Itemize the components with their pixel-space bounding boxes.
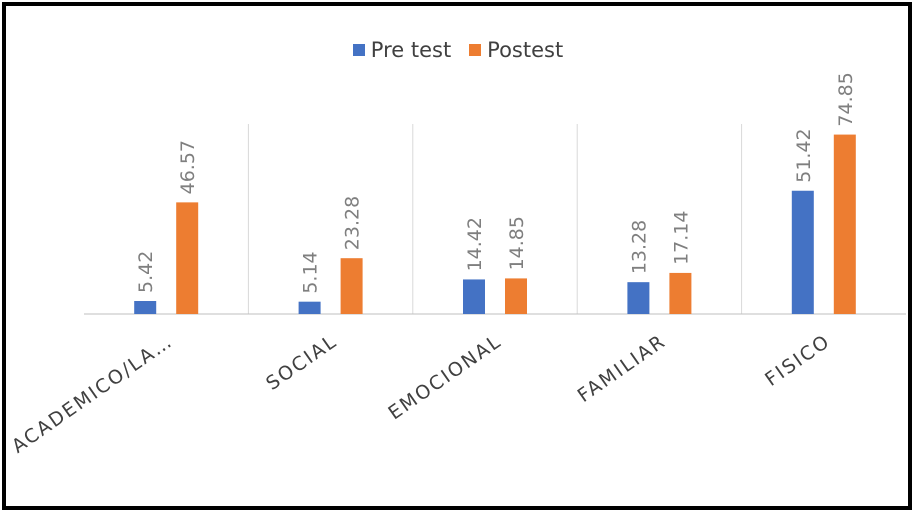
data-label: 13.28 <box>628 220 650 274</box>
category-label: EMOCIONAL <box>384 330 506 424</box>
category-label: FAMILIAR <box>574 330 671 407</box>
bar-postest <box>669 272 692 314</box>
bar-pre-test <box>627 282 650 314</box>
bar-pre-test <box>134 301 157 314</box>
legend-item-pre-test: Pre test <box>352 38 452 62</box>
bar-pre-test <box>298 301 321 314</box>
data-label: 46.57 <box>177 140 199 194</box>
data-label: 74.85 <box>835 72 857 126</box>
legend-label-pre-test: Pre test <box>370 38 452 62</box>
legend-item-postest: Postest <box>469 38 563 62</box>
legend-swatch-pre-test <box>352 44 365 56</box>
bar-pre-test <box>463 279 485 314</box>
bar-pre-test <box>791 190 814 314</box>
data-label: 5.42 <box>135 251 157 293</box>
bar-postest <box>176 202 199 314</box>
data-label: 14.42 <box>464 217 486 271</box>
data-label: 23.28 <box>342 196 364 250</box>
data-label: 5.14 <box>300 251 322 293</box>
bar-postest <box>505 278 527 314</box>
category-label: FISICO <box>761 330 835 391</box>
category-label: SOCIAL <box>262 330 341 395</box>
bar-postest <box>340 258 363 314</box>
bar-postest <box>833 134 856 314</box>
data-label: 17.14 <box>670 211 692 265</box>
legend: Pre test Postest <box>0 38 916 62</box>
legend-swatch-postest <box>469 44 482 56</box>
category-label: ACADEMICO/LA… <box>8 330 177 458</box>
data-label: 51.42 <box>793 128 815 182</box>
legend-label-postest: Postest <box>487 38 564 62</box>
data-label: 14.85 <box>506 216 528 270</box>
